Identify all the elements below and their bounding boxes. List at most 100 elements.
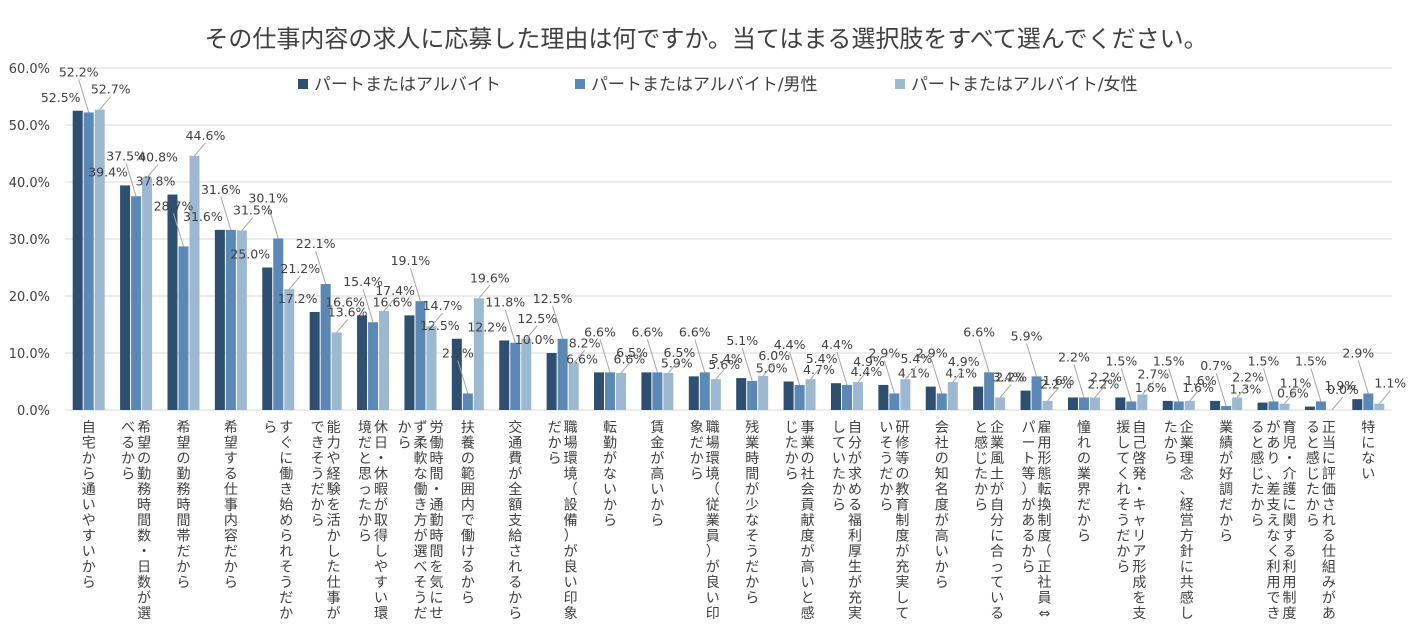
bar bbox=[451, 338, 462, 410]
category-char: ⇔ bbox=[1039, 606, 1051, 622]
category-char: 高 bbox=[801, 559, 815, 576]
category-char: 理 bbox=[1180, 451, 1194, 467]
category-char: 感 bbox=[1180, 590, 1194, 607]
data-label: 5.9% bbox=[1011, 328, 1043, 343]
bar bbox=[225, 229, 236, 410]
category-char: か bbox=[1251, 498, 1265, 514]
category-char: 望 bbox=[224, 436, 238, 452]
category-char: し bbox=[832, 420, 846, 436]
category-char: 利 bbox=[848, 529, 862, 545]
category-char: 間 bbox=[429, 544, 443, 560]
category-char: 自 bbox=[1132, 420, 1146, 436]
data-label: 4.9% bbox=[948, 354, 980, 369]
data-label: 2.2% bbox=[1087, 376, 1119, 391]
category-char: 念 bbox=[1180, 466, 1194, 483]
data-label: 37.5% bbox=[106, 148, 146, 163]
bar bbox=[273, 238, 284, 410]
category-char: 厚 bbox=[848, 544, 862, 560]
category-char: 発 bbox=[1132, 467, 1146, 483]
category-char: や bbox=[327, 451, 341, 467]
category-char: う bbox=[279, 575, 293, 591]
category-char: 職 bbox=[706, 420, 720, 436]
category-char: に bbox=[279, 451, 293, 467]
category-char: 企 bbox=[1180, 419, 1194, 436]
category-char: 評 bbox=[1322, 467, 1336, 483]
category-char: 自 bbox=[848, 420, 862, 436]
leader-line bbox=[694, 339, 706, 373]
category-char: （ bbox=[564, 482, 578, 498]
category-char: ら bbox=[263, 420, 277, 436]
data-label: 12.2% bbox=[467, 319, 507, 334]
data-label: 6.6% bbox=[963, 324, 995, 339]
bar bbox=[499, 340, 510, 410]
category-char: く bbox=[1267, 544, 1281, 560]
leader-line bbox=[715, 365, 728, 380]
leader-line bbox=[431, 312, 443, 327]
category-char: な bbox=[745, 513, 759, 529]
category-char: じ bbox=[1306, 467, 1320, 483]
category-char: か bbox=[603, 498, 617, 514]
category-char: 度 bbox=[1038, 529, 1052, 545]
bar bbox=[309, 311, 320, 410]
category-char: い bbox=[650, 482, 664, 498]
category-char: 通 bbox=[82, 482, 96, 498]
category-char: が bbox=[564, 544, 578, 560]
bar bbox=[368, 322, 379, 410]
bar bbox=[357, 315, 368, 410]
category-char: す bbox=[82, 529, 96, 545]
category-char: か bbox=[935, 560, 949, 576]
leader-line bbox=[125, 163, 137, 197]
category-char: ら bbox=[1219, 529, 1233, 545]
bar bbox=[1352, 399, 1363, 410]
data-label: 1.1% bbox=[1280, 376, 1312, 391]
category-char: る bbox=[1283, 544, 1297, 560]
leader-line bbox=[857, 368, 870, 383]
data-labels: 52.5% 39.4% 37.8% 31.6% 25.0% 17.2% 16.6% 16.6%… bbox=[41, 64, 1406, 411]
category-char: だ bbox=[311, 482, 325, 498]
data-label: 2.9% bbox=[868, 345, 900, 360]
category-char: 通 bbox=[508, 436, 522, 452]
data-label: 4.4% bbox=[774, 337, 806, 352]
bar bbox=[1020, 390, 1031, 410]
legend-label: パートまたはアルバイト bbox=[314, 75, 501, 95]
data-label: 6.5% bbox=[664, 345, 696, 360]
category-char: が bbox=[1219, 451, 1233, 467]
category-char: 風 bbox=[990, 451, 1004, 467]
leader-line bbox=[620, 359, 633, 374]
leader-line bbox=[457, 360, 469, 394]
data-label: 44.6% bbox=[186, 128, 226, 143]
leader-line bbox=[1120, 368, 1132, 402]
category-char: 共 bbox=[1180, 575, 1194, 591]
category-char: 額 bbox=[508, 498, 522, 514]
category-char: 環 bbox=[374, 606, 388, 622]
category-char: ャ bbox=[1132, 513, 1146, 529]
bar bbox=[521, 338, 532, 410]
category-char: そ bbox=[279, 560, 293, 576]
category-char: 針 bbox=[1180, 544, 1194, 560]
category-char: 間 bbox=[176, 513, 190, 529]
bar bbox=[973, 386, 984, 410]
leader-line bbox=[810, 365, 822, 380]
category-char: 残 bbox=[745, 420, 759, 436]
bar bbox=[1257, 402, 1268, 410]
category-char: 希 bbox=[137, 420, 151, 436]
category-char: と bbox=[1251, 436, 1265, 452]
y-tick-label: 0.0% bbox=[17, 404, 50, 419]
data-label: 1.3% bbox=[1230, 382, 1262, 397]
category-char: 当 bbox=[1322, 436, 1336, 452]
category-char: れ bbox=[1116, 482, 1130, 498]
category-char: ら bbox=[82, 467, 96, 483]
category-char: 扶 bbox=[461, 420, 475, 436]
category-char: 間 bbox=[745, 467, 759, 483]
leader-line bbox=[1357, 360, 1369, 394]
category-char: 事 bbox=[801, 420, 815, 436]
category-char: か bbox=[785, 451, 799, 467]
category-char: そ bbox=[879, 436, 893, 452]
category-char: 内 bbox=[224, 513, 238, 529]
category-char: 希 bbox=[224, 420, 238, 436]
category-char: る bbox=[224, 467, 238, 483]
